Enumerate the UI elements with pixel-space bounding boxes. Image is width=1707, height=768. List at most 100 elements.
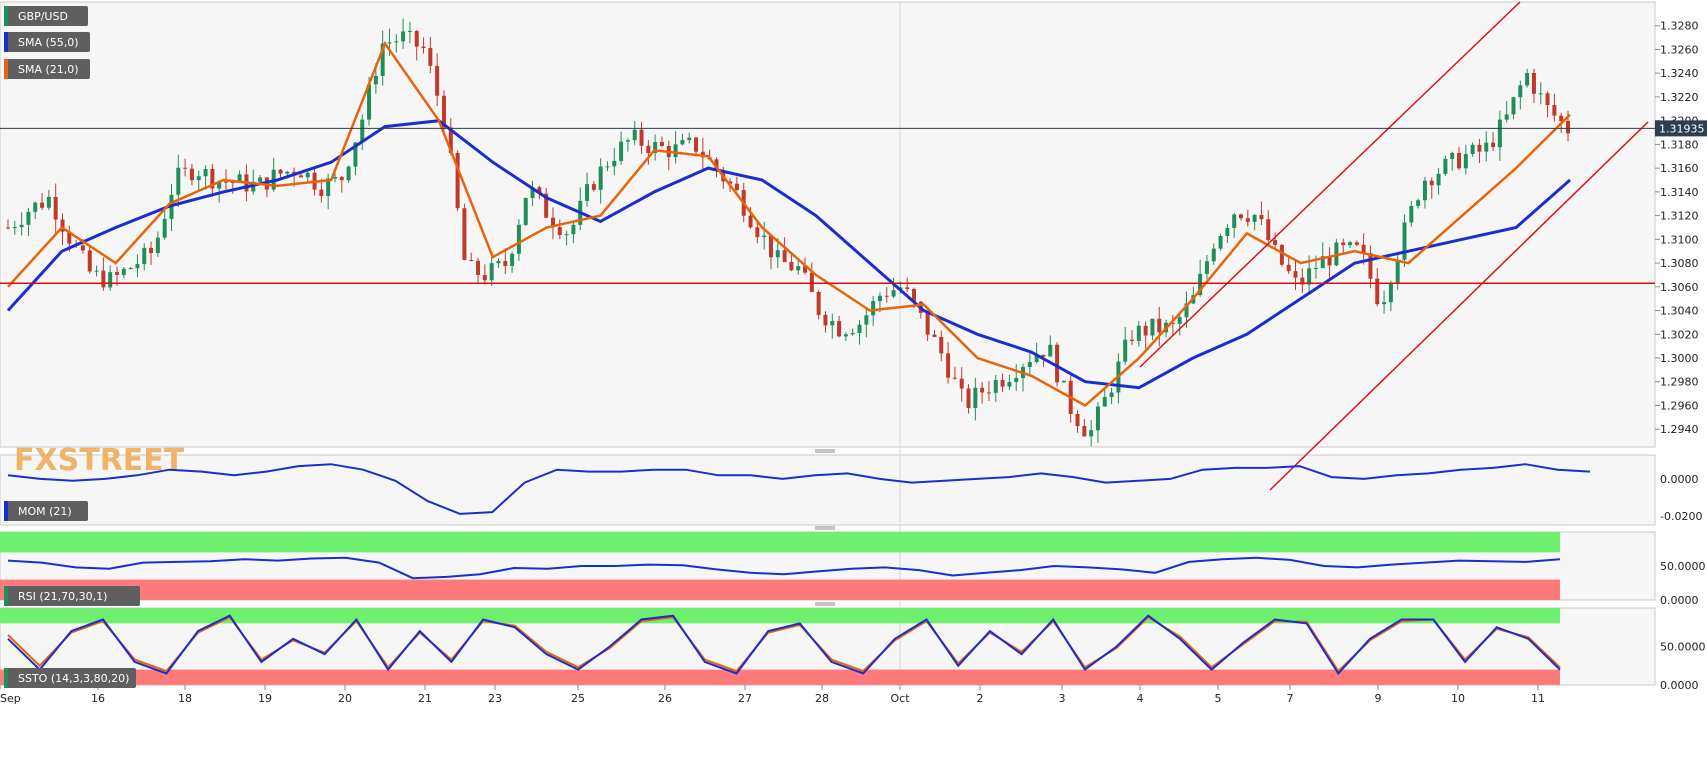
x-tick-label: 5 xyxy=(1215,692,1222,705)
candle-body xyxy=(394,41,399,43)
legend-rsi-swatch xyxy=(4,586,8,606)
candle-body xyxy=(87,250,92,272)
candle-body xyxy=(435,65,440,96)
channel-upper xyxy=(1139,1,1521,368)
candle-body xyxy=(864,315,869,325)
legend-ssto-bg xyxy=(4,668,136,688)
y-tick-label: 1.3140 xyxy=(1660,186,1699,199)
candle-body xyxy=(503,260,508,266)
candle-body xyxy=(877,295,882,302)
candle-body xyxy=(946,353,951,378)
candle-body xyxy=(121,268,126,275)
x-tick-label: 26 xyxy=(658,692,672,705)
candle-body xyxy=(1313,268,1318,270)
legend-rsi-bg xyxy=(4,586,140,606)
candle-body xyxy=(217,181,222,189)
y-tick-label: 1.3080 xyxy=(1660,257,1699,270)
x-tick-label: 3 xyxy=(1059,692,1066,705)
candle-body xyxy=(353,142,358,167)
candle-body xyxy=(346,166,351,181)
channel-lower xyxy=(1269,121,1649,491)
rsi-overbought-zone xyxy=(0,532,1560,553)
rsi-tick-label: 0.0000 xyxy=(1660,594,1699,607)
x-tick-label: 19 xyxy=(258,692,272,705)
legend-sma21-label: SMA (21,0) xyxy=(18,63,79,76)
mom-tick-label: 0.0000 xyxy=(1660,473,1699,486)
candle-body xyxy=(1491,142,1496,148)
candle-body xyxy=(1293,271,1298,278)
candle-body xyxy=(1531,72,1536,94)
candle-body xyxy=(1232,214,1237,228)
candle-body xyxy=(646,145,651,154)
candle-body xyxy=(26,211,31,225)
y-tick-label: 1.3160 xyxy=(1660,162,1699,175)
candle-body xyxy=(714,159,719,171)
candle-body xyxy=(632,129,637,141)
candle-body xyxy=(1061,380,1066,383)
candle-body xyxy=(1007,381,1012,387)
candle-body xyxy=(1395,259,1400,284)
candle-body xyxy=(67,231,72,244)
candle-body xyxy=(755,227,760,238)
candle-body xyxy=(1341,242,1346,246)
y-tick-label: 1.3000 xyxy=(1660,352,1699,365)
x-tick-label: 23 xyxy=(488,692,502,705)
candle-body xyxy=(380,43,385,76)
x-tick-label: 7 xyxy=(1287,692,1294,705)
candle-body xyxy=(53,196,58,220)
candle-body xyxy=(258,177,263,182)
candle-body xyxy=(789,261,794,271)
candle-body xyxy=(46,196,51,208)
candle-body xyxy=(537,187,542,194)
candle-body xyxy=(1497,119,1502,148)
candle-body xyxy=(1402,222,1407,260)
candle-body xyxy=(925,312,930,335)
y-tick-label: 1.3120 xyxy=(1660,210,1699,223)
y-tick-label: 1.3060 xyxy=(1660,281,1699,294)
candle-body xyxy=(108,272,113,288)
candle-body xyxy=(1048,344,1053,357)
candle-body xyxy=(694,137,699,152)
candle-body xyxy=(176,167,181,195)
ssto-k-line xyxy=(7,614,1561,676)
legend-mom-swatch xyxy=(4,501,8,521)
candle-body xyxy=(612,160,617,167)
candle-body xyxy=(476,260,481,275)
candle-body xyxy=(516,224,521,254)
candle-body xyxy=(639,129,644,146)
legend-mom-bg xyxy=(4,501,88,521)
legend-sma21-bg xyxy=(4,59,90,79)
legend-ssto-label: SSTO (14,3,3,80,20) xyxy=(18,672,129,685)
candle-body xyxy=(564,234,569,236)
candle-body xyxy=(1348,242,1353,246)
candle-body xyxy=(462,208,467,260)
legend-mom-label: MOM (21) xyxy=(18,505,72,518)
candle-body xyxy=(939,336,944,354)
candle-body xyxy=(557,227,562,236)
x-tick-label: 11 xyxy=(1531,692,1545,705)
candle-body xyxy=(1095,406,1100,431)
candle-body xyxy=(210,168,215,189)
candle-body xyxy=(1034,354,1039,363)
candle-body xyxy=(843,334,848,337)
rsi-oversold-zone xyxy=(0,579,1560,600)
candle-body xyxy=(373,75,378,85)
candle-body xyxy=(332,177,337,179)
candle-body xyxy=(571,224,576,235)
candle-body xyxy=(891,290,896,297)
x-tick-label: 10 xyxy=(1451,692,1465,705)
candle-body xyxy=(530,187,535,198)
candle-body xyxy=(135,264,140,269)
ssto-tick-label: 0.0000 xyxy=(1660,679,1699,692)
y-tick-label: 1.2960 xyxy=(1660,399,1699,412)
candle-body xyxy=(912,289,917,302)
candle-body xyxy=(1082,426,1087,437)
candle-body xyxy=(448,127,453,153)
y-tick-label: 1.3040 xyxy=(1660,305,1699,318)
candle-body xyxy=(748,215,753,228)
candle-body xyxy=(12,227,17,229)
y-tick-label: 1.3240 xyxy=(1660,67,1699,80)
candle-body xyxy=(94,270,99,272)
y-tick-label: 1.2940 xyxy=(1660,423,1699,436)
legend-symbol-swatch xyxy=(4,6,8,26)
